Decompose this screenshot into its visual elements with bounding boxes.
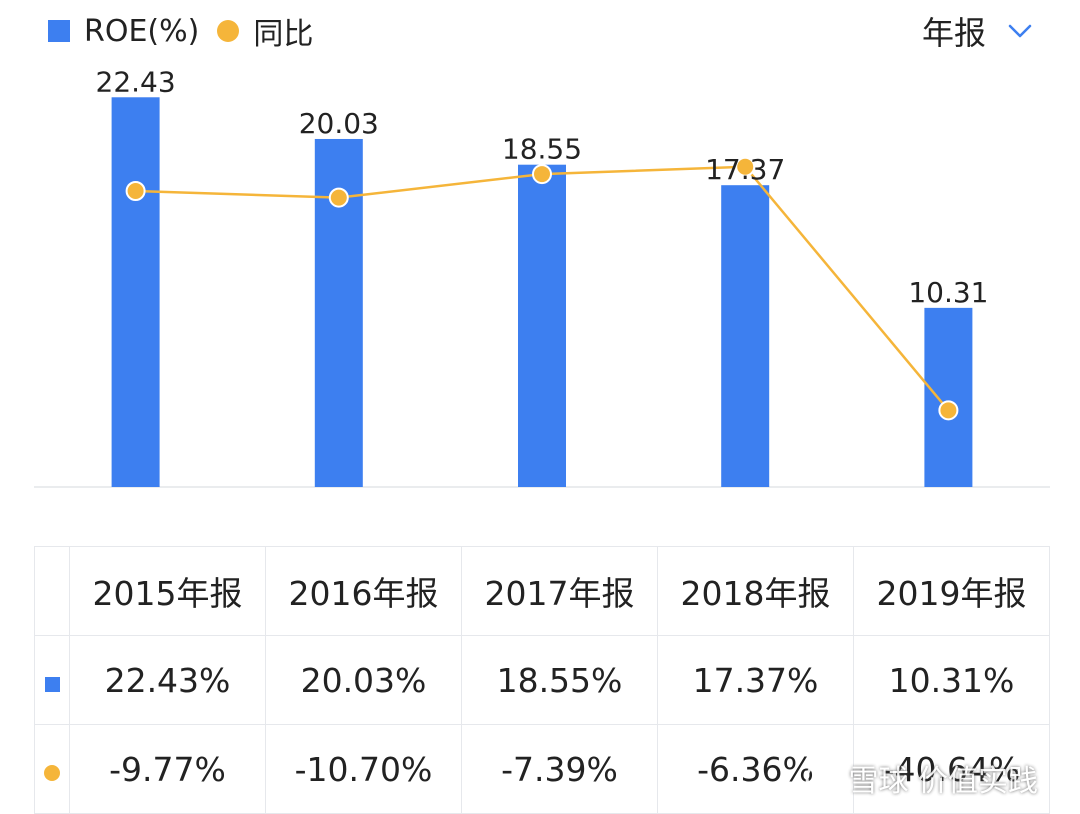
period-selector[interactable]: 年报 bbox=[922, 8, 1032, 54]
roe-row-marker bbox=[34, 635, 70, 725]
watermark: 雪球 价值实践 bbox=[804, 756, 1038, 800]
point-yoy bbox=[735, 156, 756, 177]
table-header-cell: 2019年报 bbox=[853, 546, 1050, 636]
bar-data-label: 18.55 bbox=[502, 133, 582, 166]
bar-roe bbox=[721, 185, 770, 488]
table-cell: 17.37% bbox=[657, 635, 854, 725]
table-cell: 10.31% bbox=[853, 635, 1050, 725]
watermark-text: 雪球 价值实践 bbox=[848, 764, 1038, 799]
legend-roe-label: ROE(%) bbox=[84, 13, 200, 49]
table-corner-cell bbox=[34, 546, 70, 636]
bar-data-label: 20.03 bbox=[299, 107, 379, 140]
table-cell: 18.55% bbox=[461, 635, 658, 725]
table-cell: 22.43% bbox=[69, 635, 266, 725]
table-header-cell: 2015年报 bbox=[69, 546, 266, 636]
table-header-cell: 2018年报 bbox=[657, 546, 854, 636]
table-cell: 20.03% bbox=[265, 635, 462, 725]
bar-roe bbox=[924, 307, 973, 487]
point-yoy bbox=[938, 400, 959, 421]
table-cell: -10.70% bbox=[265, 724, 462, 814]
legend-item-roe[interactable]: ROE(%) bbox=[48, 14, 199, 49]
bar-roe bbox=[518, 164, 566, 487]
bar-roe bbox=[111, 97, 160, 487]
legend-yoy-swatch bbox=[217, 20, 240, 42]
period-selector-label: 年报 bbox=[921, 14, 986, 52]
bar-data-label: 17.37 bbox=[705, 153, 785, 186]
table-header-row: 2015年报 2016年报 2017年报 2018年报 2019年报 bbox=[34, 546, 1050, 636]
point-yoy bbox=[328, 187, 349, 208]
snowball-logo-icon bbox=[805, 762, 837, 794]
point-yoy bbox=[125, 180, 146, 201]
bar-data-label: 10.31 bbox=[908, 276, 988, 309]
chart-legend: ROE(%) 同比 bbox=[48, 8, 331, 54]
table-header-cell: 2016年报 bbox=[265, 546, 462, 636]
table-header-cell: 2017年报 bbox=[461, 546, 658, 636]
legend-yoy-label: 同比 bbox=[253, 17, 314, 52]
legend-roe-swatch bbox=[48, 20, 70, 42]
table-row-roe: 22.43% 20.03% 18.55% 17.37% 10.31% bbox=[34, 635, 1050, 725]
legend-item-yoy[interactable]: 同比 bbox=[217, 9, 313, 53]
yoy-dot-icon bbox=[44, 764, 60, 781]
chevron-down-icon bbox=[1008, 24, 1032, 38]
table-cell: -40.64% bbox=[853, 724, 1050, 814]
table-cell: -9.77% bbox=[69, 724, 266, 814]
bar-data-label: 22.43 bbox=[96, 65, 176, 98]
roe-chart: 22.43 20.03 18.55 17.37 10.31 bbox=[34, 65, 1050, 488]
point-yoy bbox=[532, 164, 552, 185]
roe-square-icon bbox=[44, 676, 60, 692]
yoy-row-marker bbox=[34, 724, 70, 814]
table-cell: -7.39% bbox=[461, 724, 658, 814]
